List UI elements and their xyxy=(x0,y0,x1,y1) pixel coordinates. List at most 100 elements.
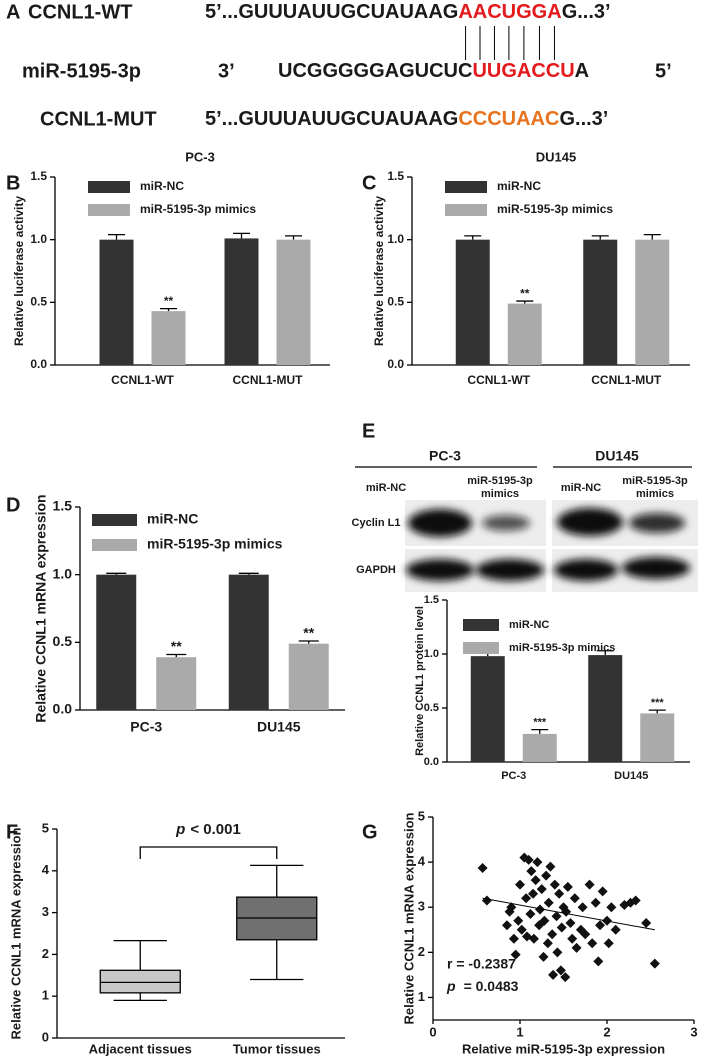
panel-label: A xyxy=(6,1,20,23)
significance-bracket xyxy=(139,846,278,859)
panel-label: G xyxy=(362,821,378,843)
box xyxy=(99,969,181,994)
point xyxy=(528,933,539,944)
point xyxy=(515,879,525,890)
point xyxy=(595,920,606,931)
point xyxy=(548,969,559,980)
row-label: GAPDH xyxy=(356,564,396,576)
significance-label: ** xyxy=(164,294,174,308)
significance-label: ** xyxy=(171,638,182,654)
point xyxy=(587,938,598,949)
point xyxy=(584,879,595,890)
lane-label: mimics xyxy=(636,488,674,500)
point xyxy=(555,965,566,976)
band xyxy=(482,515,530,531)
significance-label: ** xyxy=(520,286,530,300)
blot-group: DU145 xyxy=(595,448,639,464)
point xyxy=(508,933,519,944)
chart-title: PC-3 xyxy=(185,149,215,164)
lane-label: mimics xyxy=(481,488,519,500)
point xyxy=(536,884,547,895)
panel-label: B xyxy=(6,172,20,194)
point xyxy=(556,922,567,933)
bar xyxy=(455,239,490,365)
bar xyxy=(224,238,259,365)
y-tick-label: 0.5 xyxy=(53,633,73,649)
sequence: UCGGGGGAGUCUCUUGACCUA xyxy=(278,60,589,82)
annotation-part: < 0.001 xyxy=(190,821,240,838)
y-tick-label: 1.5 xyxy=(53,498,73,514)
y-tick-label: 0.0 xyxy=(30,357,47,371)
sequence-part: 5’...GUUUAUUGCUAUAAG xyxy=(205,1,458,23)
point xyxy=(521,893,532,904)
x-tick-label: CCNL1-MUT xyxy=(591,373,662,387)
point xyxy=(551,911,562,922)
point xyxy=(590,897,601,908)
bar xyxy=(99,239,134,365)
binding-site: CCCUAAC xyxy=(458,108,559,130)
point xyxy=(477,862,488,873)
bar xyxy=(588,655,623,762)
y-tick-label: 0.0 xyxy=(424,756,439,768)
legend-label: miR-5195-3p mimics xyxy=(147,536,283,552)
y-tick-label: 0.5 xyxy=(30,295,47,309)
panel-label: C xyxy=(362,172,376,194)
point xyxy=(525,908,536,919)
bar xyxy=(228,574,269,710)
legend-label: miR-NC xyxy=(509,619,549,631)
y-tick-label: 3 xyxy=(42,904,49,919)
bar xyxy=(583,239,618,365)
point xyxy=(606,902,617,913)
legend-swatch xyxy=(445,204,487,216)
point xyxy=(547,929,558,940)
y-tick-label: 1.5 xyxy=(424,594,439,606)
sequence-name: CCNL1-WT xyxy=(28,1,132,23)
sequence-part: UCGGGGGAGUCUC xyxy=(278,60,472,82)
point xyxy=(501,920,512,931)
point xyxy=(580,929,591,940)
legend-swatch xyxy=(463,642,499,654)
bar xyxy=(522,733,557,762)
bar xyxy=(276,239,311,365)
point xyxy=(630,895,641,906)
bar xyxy=(507,303,542,365)
panel-label: F xyxy=(6,821,18,843)
x-tick-label: PC-3 xyxy=(501,770,526,782)
y-tick-label: 2 xyxy=(42,946,49,961)
legend-swatch xyxy=(445,181,487,193)
band xyxy=(476,559,544,581)
bar xyxy=(470,656,505,762)
point xyxy=(571,942,582,953)
point xyxy=(539,915,550,926)
y-axis-label: Relative CCNL1 protein level xyxy=(414,606,426,756)
lane-label: miR-NC xyxy=(561,482,601,494)
point xyxy=(535,904,546,915)
x-axis-label: Relative miR-5195-3p expression xyxy=(462,1041,665,1056)
legend-swatch xyxy=(92,514,137,526)
sequence: 5’...GUUUAUUGCUAUAAGAACUGGAG...3’ xyxy=(205,1,611,23)
y-axis-label: Relative luciferase activity xyxy=(12,196,26,346)
y-tick-label: 1.0 xyxy=(387,232,404,246)
stat-p-part: p xyxy=(446,978,456,994)
x-tick-label: Tumor tissues xyxy=(233,1041,321,1056)
panel-label: D xyxy=(6,494,20,516)
y-tick-label: 1.0 xyxy=(53,565,73,581)
point xyxy=(541,870,552,881)
bar xyxy=(288,643,329,710)
point xyxy=(542,938,553,949)
significance-label: ** xyxy=(303,625,314,641)
y-tick-label: 4 xyxy=(42,862,50,877)
x-tick-label: DU145 xyxy=(614,770,648,782)
x-tick-label: 2 xyxy=(603,1024,610,1039)
point xyxy=(603,938,614,949)
y-tick-label: 1.0 xyxy=(424,648,439,660)
y-tick-label: 0.5 xyxy=(424,702,439,714)
bar xyxy=(151,311,186,365)
binding-site: UUGACCU xyxy=(472,60,574,82)
point xyxy=(577,902,588,913)
annotation-part: p xyxy=(175,821,185,838)
point xyxy=(567,933,578,944)
sequence-part: A xyxy=(575,60,589,82)
point xyxy=(516,924,527,935)
panel-label: E xyxy=(362,420,375,442)
